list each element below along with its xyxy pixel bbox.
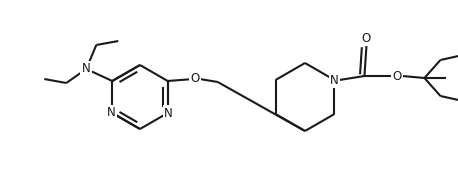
- Text: O: O: [362, 31, 371, 44]
- Text: N: N: [330, 74, 339, 87]
- Text: N: N: [164, 107, 173, 120]
- Text: O: O: [190, 73, 199, 86]
- Text: O: O: [393, 69, 402, 82]
- Text: N: N: [82, 62, 91, 75]
- Text: N: N: [107, 107, 116, 120]
